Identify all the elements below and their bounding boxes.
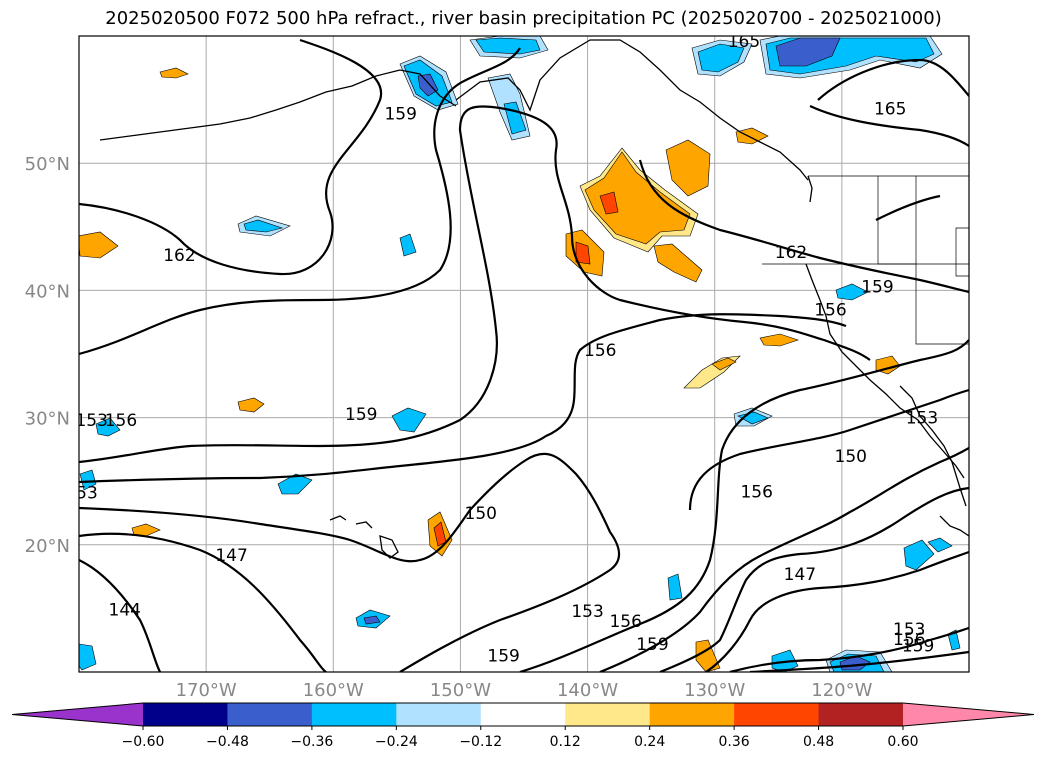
negative-anomaly-area — [775, 37, 841, 67]
positive-anomaly-area — [653, 243, 703, 283]
longitude-tick-label: 140°W — [557, 680, 618, 701]
longitude-tick-label: 150°W — [430, 680, 491, 701]
contour-label: 156 — [584, 341, 616, 361]
precipitation-shading — [79, 36, 961, 672]
negative-anomaly-area — [417, 73, 439, 97]
longitude-labels: 170°W 160°W 150°W 140°W 130°W 120°W — [176, 680, 873, 701]
contour-label: 153 — [906, 409, 938, 429]
contour-label: 150 — [835, 447, 867, 467]
map-background — [79, 36, 969, 672]
positive-anomaly-area — [159, 67, 189, 79]
positive-anomaly-area — [237, 397, 265, 413]
latitude-tick-label: 20°N — [25, 536, 70, 557]
positive-anomaly-area — [711, 357, 737, 371]
contour-label: 156 — [105, 411, 137, 431]
contour-label: 144 — [109, 601, 141, 621]
positive-anomaly-area — [584, 151, 691, 245]
positive-anomaly-area — [759, 333, 799, 347]
colorbar-tick-label: 0.36 — [719, 734, 750, 750]
colorbar-tick-label: 0.12 — [550, 734, 581, 750]
graticule — [79, 36, 969, 672]
colorbar-segment — [480, 703, 566, 726]
contour-label: 159 — [636, 635, 668, 655]
positive-anomaly-area — [599, 191, 619, 215]
negative-anomaly-area — [363, 615, 381, 625]
negative-anomaly-area — [391, 407, 427, 433]
contour-label: 147 — [215, 546, 247, 566]
contour-label: 153 — [571, 602, 603, 622]
contour-label: 147 — [784, 565, 816, 585]
positive-anomaly-area — [79, 231, 119, 259]
coastlines — [99, 39, 969, 559]
colorbar-tick-label: −0.60 — [122, 734, 165, 750]
negative-anomaly-area — [947, 629, 961, 651]
negative-anomaly-area — [95, 417, 121, 437]
longitude-tick-label: 160°W — [303, 680, 364, 701]
contour-label: 156 — [609, 612, 641, 632]
contour-label: 150 — [465, 504, 497, 524]
longitude-tick-label: 120°W — [811, 680, 872, 701]
latitude-tick-label: 30°N — [25, 409, 70, 430]
contour-label: 156 — [893, 630, 925, 650]
colorbar-tick-label: −0.48 — [206, 734, 249, 750]
contour-label: 159 — [384, 105, 416, 125]
contour-label: 162 — [775, 243, 807, 263]
contour-label: 153 — [75, 411, 107, 431]
negative-anomaly-area — [903, 539, 935, 571]
colorbar-segment — [311, 703, 397, 726]
colorbar-tick-label: 0.24 — [634, 734, 665, 750]
colorbar-segment — [734, 703, 820, 726]
colorbar: −0.60 −0.48 −0.36 −0.24 −0.12 0.12 0.24 0.36 0.4… — [11, 702, 1035, 750]
negative-anomaly-area — [79, 643, 97, 671]
contour-label: 153 — [893, 620, 925, 640]
positive-anomaly-area — [665, 139, 711, 197]
negative-anomaly-area — [79, 469, 97, 491]
colorbar-extend-low — [12, 703, 143, 726]
contour-label: 162 — [163, 246, 195, 266]
negative-anomaly-area — [399, 233, 417, 257]
contour-label: 159 — [861, 278, 893, 298]
colorbar-tick-label: −0.36 — [290, 734, 333, 750]
colorbar-tick-label: 0.48 — [803, 734, 834, 750]
colorbar-tick-label: −0.24 — [375, 734, 418, 750]
latitude-labels: 20°N 30°N 40°N 50°N — [25, 154, 70, 557]
colorbar-segment — [818, 703, 904, 726]
colorbar-segment — [227, 703, 313, 726]
latitude-tick-label: 50°N — [25, 154, 70, 175]
chart-title: 2025020500 F072 500 hPa refract., river … — [105, 8, 942, 29]
contour-label: 156 — [814, 300, 846, 320]
negative-anomaly-area — [475, 37, 541, 55]
contour-label: 165 — [874, 100, 906, 120]
contour-label: 153 — [65, 484, 97, 504]
contour-label: 165 — [728, 32, 760, 52]
colorbar-tick-label: −0.12 — [459, 734, 502, 750]
longitude-tick-label: 170°W — [176, 680, 237, 701]
colorbar-segment — [565, 703, 651, 726]
political-borders — [762, 175, 969, 345]
positive-anomaly-area — [735, 127, 769, 145]
contour-label: 156 — [740, 482, 772, 502]
latitude-tick-label: 40°N — [25, 281, 70, 302]
map-frame — [78, 35, 970, 673]
contour-label: 159 — [902, 636, 934, 656]
colorbar-extend-high — [903, 703, 1034, 726]
negative-anomaly-area — [667, 573, 683, 601]
negative-anomaly-area — [243, 219, 284, 233]
negative-anomaly-area — [927, 537, 953, 553]
colorbar-tick-label: 0.60 — [887, 734, 918, 750]
longitude-tick-label: 130°W — [684, 680, 745, 701]
contour-label: 159 — [345, 405, 377, 425]
colorbar-segment — [649, 703, 735, 726]
colorbar-segment — [396, 703, 482, 726]
negative-anomaly-area — [835, 283, 869, 301]
colorbar-segment — [143, 703, 228, 726]
contour-label: 159 — [487, 646, 519, 666]
refractivity-contours — [79, 38, 969, 672]
negative-anomaly-area — [697, 43, 745, 73]
